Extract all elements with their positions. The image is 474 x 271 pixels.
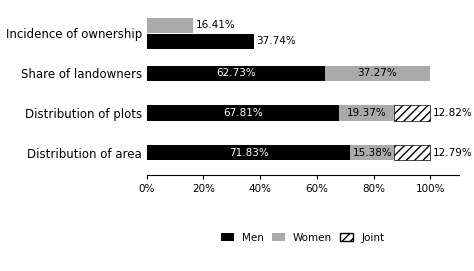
Text: 16.41%: 16.41% — [196, 20, 236, 30]
Bar — [394, 105, 430, 121]
Text: 37.74%: 37.74% — [256, 36, 296, 46]
Text: 12.79%: 12.79% — [433, 148, 473, 158]
Bar — [146, 145, 350, 160]
Text: 19.37%: 19.37% — [346, 108, 386, 118]
Bar — [146, 18, 193, 33]
Bar — [394, 145, 430, 160]
Bar — [350, 145, 394, 160]
Bar — [146, 105, 339, 121]
Bar — [325, 66, 430, 81]
Text: 12.82%: 12.82% — [433, 108, 473, 118]
Bar — [339, 105, 394, 121]
Text: 62.73%: 62.73% — [216, 68, 255, 78]
Bar — [146, 34, 254, 49]
Text: 71.83%: 71.83% — [228, 148, 268, 158]
Text: 67.81%: 67.81% — [223, 108, 263, 118]
Text: 15.38%: 15.38% — [352, 148, 392, 158]
Legend: Men, Women, Joint: Men, Women, Joint — [217, 229, 389, 247]
Text: 37.27%: 37.27% — [358, 68, 397, 78]
Bar — [146, 66, 325, 81]
